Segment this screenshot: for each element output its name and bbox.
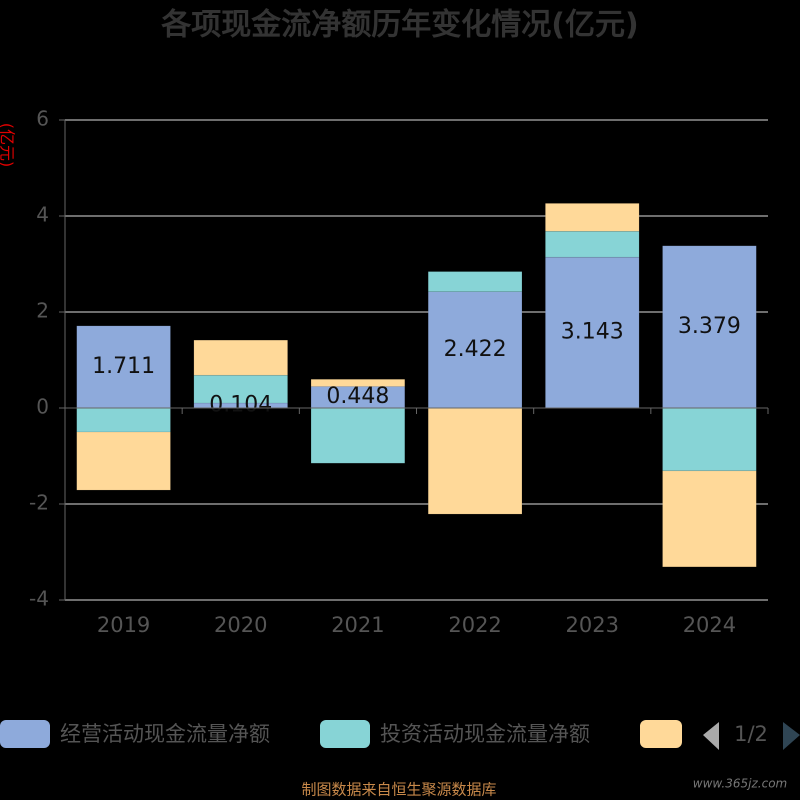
y-tick-label: 2: [36, 299, 49, 323]
bar: [427, 271, 523, 292]
legend-swatch[interactable]: [640, 720, 682, 748]
x-tick-label: 2023: [566, 613, 619, 637]
legend-page: 1/2: [734, 722, 768, 746]
y-axis-label: (亿元): [0, 123, 17, 168]
data-label: 1.711: [92, 354, 155, 379]
legend-swatch[interactable]: [320, 720, 370, 748]
chart-title: 各项现金流净额历年变化情况(亿元): [160, 8, 638, 43]
bar: [427, 407, 523, 515]
bar: [662, 407, 757, 472]
y-tick-label: 0: [36, 395, 49, 419]
bar: [76, 325, 171, 409]
watermark: www.365jz.com: [693, 777, 787, 791]
bar: [310, 379, 406, 387]
bar: [545, 230, 640, 258]
legend-label[interactable]: 投资活动现金流量净额: [380, 722, 590, 746]
x-tick-label: 2019: [97, 613, 150, 637]
x-tick-label: 2022: [448, 613, 501, 637]
source-note: 制图数据来自恒生聚源数据库: [301, 781, 496, 799]
bar: [545, 203, 640, 232]
x-tick-label: 2021: [331, 613, 384, 637]
bar: [76, 431, 171, 491]
bar: [662, 470, 757, 568]
bar: [310, 407, 406, 464]
data-label: 2.422: [444, 337, 507, 362]
y-tick-label: -4: [29, 587, 49, 611]
x-tick-label: 2024: [683, 613, 736, 637]
x-tick-label: 2020: [214, 613, 267, 637]
data-label: 3.143: [561, 320, 624, 345]
data-label: 0.448: [326, 384, 389, 409]
y-tick-label: 6: [36, 107, 49, 131]
bar: [662, 245, 757, 409]
legend-prev[interactable]: [703, 722, 719, 750]
legend-swatch[interactable]: [0, 720, 50, 748]
bar: [193, 339, 288, 376]
data-label: 0.104: [209, 393, 272, 418]
legend-label[interactable]: 经营活动现金流量净额: [60, 722, 270, 746]
y-tick-label: -2: [29, 491, 49, 515]
bar: [545, 256, 640, 409]
data-label: 3.379: [678, 314, 741, 339]
legend-next[interactable]: [783, 722, 800, 750]
bar: [76, 407, 171, 433]
bar: [427, 291, 523, 409]
y-tick-label: 4: [36, 203, 49, 227]
